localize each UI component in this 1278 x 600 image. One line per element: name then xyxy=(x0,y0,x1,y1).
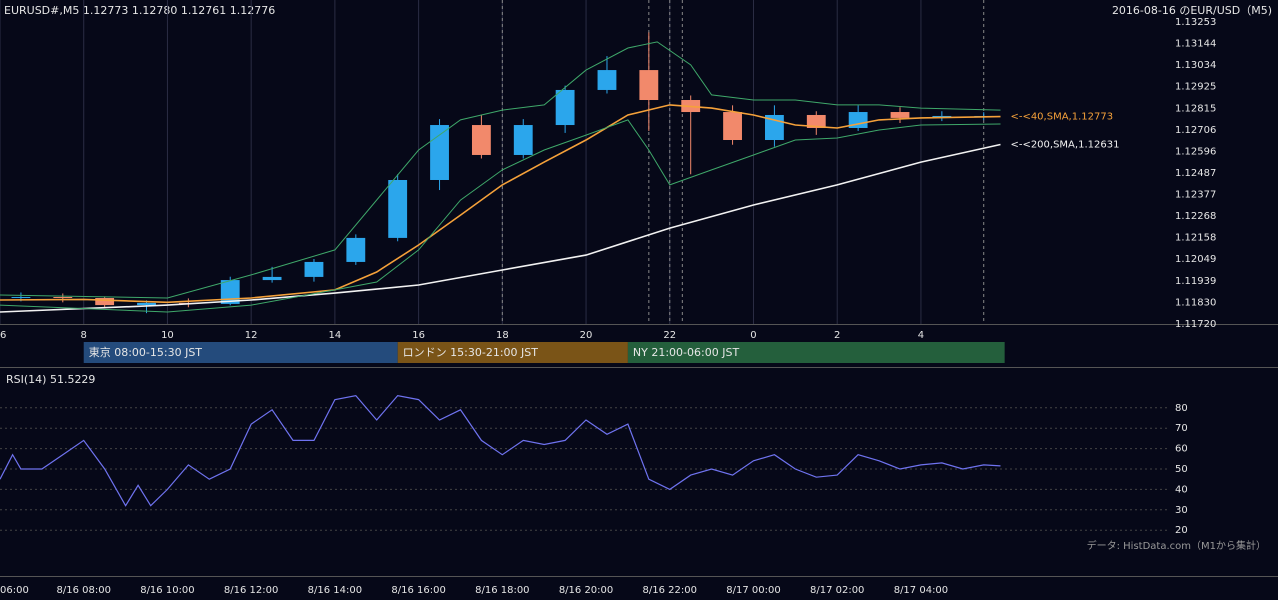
x-tick-label: 8 xyxy=(81,330,87,341)
x-tick-label: 20 xyxy=(580,330,593,341)
candle-body xyxy=(430,125,449,180)
x-tick-label: 8/17 00:00 xyxy=(726,585,780,596)
x-tick-label: 8/16 10:00 xyxy=(140,585,194,596)
y-tick-label: 30 xyxy=(1175,505,1188,516)
series-label: <-<200,SMA,1.12631 xyxy=(1010,140,1119,151)
y-tick-label: 40 xyxy=(1175,484,1188,495)
y-tick-label: 1.12815 xyxy=(1175,103,1216,114)
rsi-title: RSI(14) 51.5229 xyxy=(6,373,95,386)
x-tick-label: 8/16 12:00 xyxy=(224,585,278,596)
y-tick-label: 1.11720 xyxy=(1175,319,1216,330)
credit: データ: HistData.com（M1から集計） xyxy=(1087,539,1266,552)
x-tick-label: 8/16 18:00 xyxy=(475,585,529,596)
session-band xyxy=(397,342,628,363)
candle-body xyxy=(597,70,617,90)
candle-body xyxy=(848,112,868,128)
y-tick-label: 50 xyxy=(1175,464,1188,475)
candle-body xyxy=(95,297,115,306)
candle-body xyxy=(723,112,742,141)
y-tick-label: 70 xyxy=(1175,423,1188,434)
candle-body xyxy=(471,125,491,155)
x-tick-label: 12 xyxy=(245,330,258,341)
x-tick-label: 16 xyxy=(412,330,425,341)
candle-body xyxy=(639,70,659,101)
y-tick-label: 60 xyxy=(1175,444,1188,455)
candle-body xyxy=(890,112,910,118)
x-tick-label: 8/16 14:00 xyxy=(308,585,362,596)
x-tick-label: 8/17 02:00 xyxy=(810,585,864,596)
y-tick-label: 1.11830 xyxy=(1175,297,1216,308)
candle-body xyxy=(137,302,156,306)
y-tick-label: 1.12925 xyxy=(1175,82,1216,93)
x-tick-label: 2 xyxy=(834,330,840,341)
y-tick-label: 1.12487 xyxy=(1175,168,1216,179)
session-label: 東京 08:00-15:30 JST xyxy=(89,345,203,359)
candle-body xyxy=(346,237,366,262)
candle-body xyxy=(304,261,324,277)
candle-body xyxy=(53,297,73,299)
indicator-line xyxy=(0,143,1001,313)
y-tick-label: 1.12049 xyxy=(1175,254,1216,265)
indicator-line xyxy=(0,119,1001,313)
candle-body xyxy=(555,89,575,126)
x-tick-label: 06:00 xyxy=(0,585,29,596)
candle-body xyxy=(220,280,240,304)
x-tick-label: 14 xyxy=(329,330,342,341)
x-tick-label: 8/16 16:00 xyxy=(391,585,445,596)
y-tick-label: 1.12596 xyxy=(1175,146,1216,157)
x-tick-label: 8/16 22:00 xyxy=(643,585,697,596)
x-tick-label: 18 xyxy=(496,330,509,341)
y-tick-label: 1.13034 xyxy=(1175,60,1216,71)
session-band xyxy=(83,342,398,363)
session-label: NY 21:00-06:00 JST xyxy=(633,346,740,359)
y-tick-label: 1.13253 xyxy=(1175,17,1216,28)
x-tick-label: 6 xyxy=(0,330,6,341)
indicator-line xyxy=(0,104,1001,304)
chart-subtitle: 2016-08-16 のEUR/USD（M5) xyxy=(1112,4,1272,17)
y-tick-label: 20 xyxy=(1175,525,1188,536)
y-tick-label: 1.11939 xyxy=(1175,276,1216,287)
candle-body xyxy=(262,276,282,281)
y-tick-label: 80 xyxy=(1175,403,1188,414)
y-tick-label: 1.12706 xyxy=(1175,125,1216,136)
candle-body xyxy=(513,125,533,155)
candle-body xyxy=(388,179,408,238)
x-tick-label: 8/16 08:00 xyxy=(56,585,110,596)
y-tick-label: 1.12268 xyxy=(1175,211,1216,222)
x-tick-label: 22 xyxy=(663,330,676,341)
y-tick-label: 1.12377 xyxy=(1175,190,1216,201)
x-tick-label: 0 xyxy=(750,330,756,341)
rsi-line xyxy=(0,394,1001,507)
candle-body xyxy=(11,297,31,299)
x-tick-label: 10 xyxy=(161,330,174,341)
candle-body xyxy=(806,114,826,128)
session-label: ロンドン 15:30-21:00 JST xyxy=(403,346,539,359)
x-tick-label: 8/17 04:00 xyxy=(894,585,948,596)
y-tick-label: 1.12158 xyxy=(1175,233,1216,244)
chart-title: EURUSD#,M5 1.12773 1.12780 1.12761 1.127… xyxy=(4,4,275,17)
x-tick-label: 8/16 20:00 xyxy=(559,585,613,596)
y-tick-label: 1.13144 xyxy=(1175,38,1216,49)
series-label: <-<40,SMA,1.12773 xyxy=(1010,112,1113,123)
indicator-line xyxy=(0,41,1001,299)
session-band xyxy=(627,342,1005,363)
x-tick-label: 4 xyxy=(918,330,924,341)
